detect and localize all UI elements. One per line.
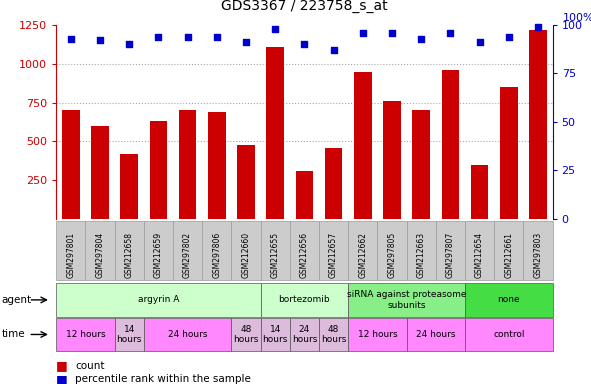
Text: GSM297807: GSM297807 bbox=[446, 232, 455, 278]
Point bbox=[446, 30, 455, 36]
Text: GSM212657: GSM212657 bbox=[329, 232, 338, 278]
Bar bbox=[179, 110, 196, 219]
Bar bbox=[500, 87, 518, 219]
Text: 14
hours: 14 hours bbox=[262, 325, 288, 344]
Point bbox=[271, 26, 280, 32]
Bar bbox=[325, 147, 342, 219]
Text: 100%: 100% bbox=[563, 13, 591, 23]
Text: 24
hours: 24 hours bbox=[292, 325, 317, 344]
Point bbox=[154, 33, 163, 40]
Text: 48
hours: 48 hours bbox=[233, 325, 259, 344]
Text: GSM212659: GSM212659 bbox=[154, 232, 163, 278]
Text: GSM297804: GSM297804 bbox=[96, 232, 105, 278]
Text: agent: agent bbox=[2, 295, 32, 305]
Text: GSM212663: GSM212663 bbox=[417, 232, 426, 278]
Text: GDS3367 / 223758_s_at: GDS3367 / 223758_s_at bbox=[221, 0, 388, 13]
Bar bbox=[529, 30, 547, 219]
Text: percentile rank within the sample: percentile rank within the sample bbox=[75, 374, 251, 384]
Point bbox=[95, 37, 105, 43]
Text: GSM212656: GSM212656 bbox=[300, 232, 309, 278]
Text: GSM297806: GSM297806 bbox=[212, 232, 221, 278]
Text: GSM212662: GSM212662 bbox=[358, 232, 367, 278]
Text: 12 hours: 12 hours bbox=[358, 330, 397, 339]
Text: 12 hours: 12 hours bbox=[66, 330, 105, 339]
Text: GSM297805: GSM297805 bbox=[388, 232, 397, 278]
Text: siRNA against proteasome
subunits: siRNA against proteasome subunits bbox=[347, 290, 466, 310]
Point bbox=[300, 41, 309, 47]
Bar bbox=[208, 112, 226, 219]
Bar bbox=[237, 145, 255, 219]
Point bbox=[358, 30, 368, 36]
Text: GSM297801: GSM297801 bbox=[66, 232, 75, 278]
Point bbox=[387, 30, 397, 36]
Point bbox=[417, 35, 426, 41]
Text: time: time bbox=[2, 329, 25, 339]
Text: GSM212660: GSM212660 bbox=[242, 232, 251, 278]
Point bbox=[533, 24, 543, 30]
Text: 24 hours: 24 hours bbox=[416, 330, 456, 339]
Text: ■: ■ bbox=[56, 373, 68, 384]
Text: GSM212654: GSM212654 bbox=[475, 232, 484, 278]
Text: control: control bbox=[493, 330, 525, 339]
Text: GSM212658: GSM212658 bbox=[125, 232, 134, 278]
Point bbox=[241, 39, 251, 45]
Point bbox=[504, 33, 514, 40]
Bar bbox=[267, 47, 284, 219]
Bar bbox=[413, 110, 430, 219]
Text: count: count bbox=[75, 361, 105, 371]
Text: bortezomib: bortezomib bbox=[278, 295, 330, 305]
Bar bbox=[383, 101, 401, 219]
Bar bbox=[354, 71, 372, 219]
Text: none: none bbox=[498, 295, 520, 305]
Point bbox=[329, 47, 338, 53]
Point bbox=[66, 35, 76, 41]
Text: GSM212661: GSM212661 bbox=[504, 232, 513, 278]
Point bbox=[125, 41, 134, 47]
Text: GSM297803: GSM297803 bbox=[534, 232, 543, 278]
Text: 14
hours: 14 hours bbox=[116, 325, 142, 344]
Text: argyrin A: argyrin A bbox=[138, 295, 179, 305]
Text: GSM297802: GSM297802 bbox=[183, 232, 192, 278]
Bar bbox=[121, 154, 138, 219]
Bar bbox=[150, 121, 167, 219]
Point bbox=[183, 33, 192, 40]
Point bbox=[212, 33, 222, 40]
Bar bbox=[471, 165, 488, 219]
Text: 24 hours: 24 hours bbox=[168, 330, 207, 339]
Text: GSM212655: GSM212655 bbox=[271, 232, 280, 278]
Bar bbox=[296, 171, 313, 219]
Text: 48
hours: 48 hours bbox=[321, 325, 346, 344]
Bar bbox=[62, 110, 80, 219]
Point bbox=[475, 39, 484, 45]
Bar bbox=[441, 70, 459, 219]
Bar bbox=[91, 126, 109, 219]
Text: ■: ■ bbox=[56, 359, 68, 372]
